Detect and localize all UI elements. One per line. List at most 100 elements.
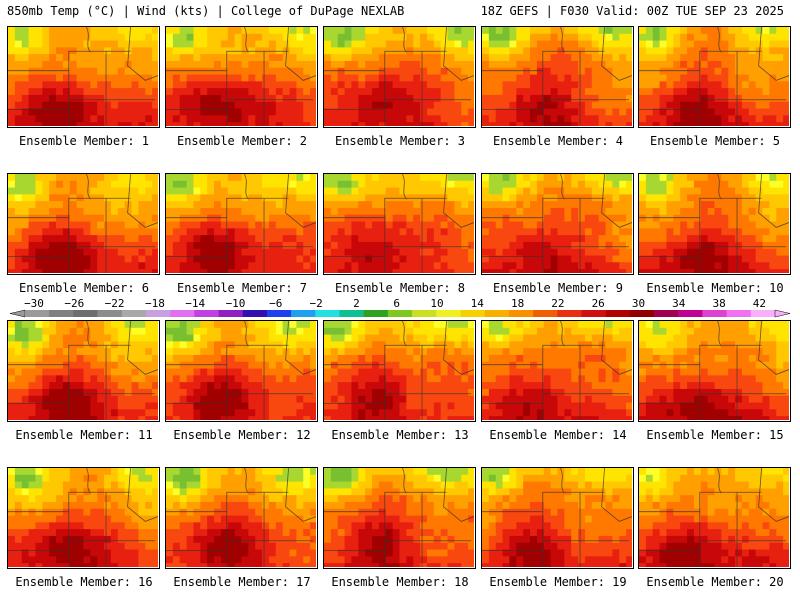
ensemble-member-map xyxy=(7,467,160,569)
temperature-field xyxy=(482,27,632,126)
colorbar-tick-label: 34 xyxy=(672,297,686,310)
colorbar-tick-label: 30 xyxy=(632,297,645,310)
ensemble-member-map xyxy=(481,467,634,569)
colorbar-segment xyxy=(363,310,389,317)
colorbar-tick-label: −18 xyxy=(145,297,165,310)
member-label: Ensemble Member: 15 xyxy=(646,428,784,442)
colorbar-segment xyxy=(339,310,365,317)
colorbar-segment xyxy=(315,310,340,317)
map-title: 850mb Temp (°C) | Wind (kts) | College o… xyxy=(7,4,405,18)
temperature-field xyxy=(8,321,158,420)
temperature-field xyxy=(166,321,316,420)
colorbar-tick-label: −22 xyxy=(105,297,125,310)
state-borders xyxy=(166,27,316,126)
colorbar-tick-label: −14 xyxy=(185,297,205,310)
colorbar-segment xyxy=(484,310,510,317)
member-label: Ensemble Member: 3 xyxy=(334,134,466,148)
temperature-field xyxy=(8,27,158,126)
colorbar-segment xyxy=(581,310,606,317)
state-borders xyxy=(324,27,474,126)
colorbar-segment xyxy=(97,310,123,317)
temperature-field xyxy=(324,468,474,567)
ensemble-member-map xyxy=(481,26,634,128)
ensemble-member-map xyxy=(638,320,791,422)
temperature-field xyxy=(639,27,789,126)
state-borders xyxy=(8,174,158,273)
colorbar-segment xyxy=(412,310,437,317)
member-label: Ensemble Member: 10 xyxy=(646,281,784,295)
member-label: Ensemble Member: 14 xyxy=(489,428,627,442)
ensemble-member-map xyxy=(165,320,318,422)
state-borders xyxy=(639,27,789,126)
colorbar-segment xyxy=(750,310,776,317)
temperature-field xyxy=(639,468,789,567)
member-label: Ensemble Member: 4 xyxy=(492,134,624,148)
member-label: Ensemble Member: 19 xyxy=(489,575,627,589)
colorbar-tick-label: 6 xyxy=(393,297,400,310)
member-label: Ensemble Member: 7 xyxy=(176,281,308,295)
member-label: Ensemble Member: 6 xyxy=(18,281,150,295)
ensemble-member-map xyxy=(638,467,791,569)
member-label: Ensemble Member: 16 xyxy=(15,575,153,589)
valid-time: 18Z GEFS | F030 Valid: 00Z TUE SEP 23 20… xyxy=(480,4,784,18)
colorbar-segment xyxy=(436,310,461,317)
ensemble-member-map xyxy=(638,26,791,128)
colorbar-segment xyxy=(460,310,485,317)
colorbar-segment xyxy=(702,310,727,317)
colorbar-tick-label: 38 xyxy=(712,297,725,310)
temperature-field xyxy=(639,174,789,273)
state-borders xyxy=(482,468,632,567)
colorbar-segment xyxy=(533,310,558,317)
colorbar-segment xyxy=(73,310,98,317)
state-borders xyxy=(324,468,474,567)
colorbar-tick-label: −6 xyxy=(269,297,282,310)
ensemble-member-map xyxy=(638,173,791,275)
state-borders xyxy=(482,321,632,420)
colorbar-tick-label: −10 xyxy=(226,297,246,310)
colorbar-tick-label: 2 xyxy=(353,297,360,310)
colorbar-high-arrow xyxy=(774,309,791,318)
state-borders xyxy=(8,321,158,420)
ensemble-member-map xyxy=(323,173,476,275)
colorbar-segment xyxy=(726,310,752,317)
ensemble-member-map xyxy=(481,320,634,422)
state-borders xyxy=(8,468,158,567)
colorbar-low-arrow xyxy=(9,309,26,318)
temperature-field xyxy=(639,321,789,420)
temperature-colorbar: −30 −26 −22 −18 −14 −10 −6 −2 2 6 10 14 18 22 26 30 34 38… xyxy=(9,297,791,318)
colorbar-segment xyxy=(678,310,703,317)
colorbar-segment xyxy=(25,310,50,317)
member-label: Ensemble Member: 9 xyxy=(492,281,624,295)
colorbar-segment xyxy=(170,310,195,317)
ensemble-member-map xyxy=(165,467,318,569)
state-borders xyxy=(324,174,474,273)
temperature-field xyxy=(482,468,632,567)
temperature-field xyxy=(166,27,316,126)
member-label: Ensemble Member: 8 xyxy=(334,281,466,295)
colorbar-tick-label: 42 xyxy=(753,297,766,310)
state-borders xyxy=(639,321,789,420)
ensemble-member-map xyxy=(165,26,318,128)
temperature-field xyxy=(166,174,316,273)
state-borders xyxy=(639,468,789,567)
colorbar-segment xyxy=(145,310,171,317)
colorbar-tick-label: 18 xyxy=(511,297,524,310)
colorbar-segment xyxy=(121,310,147,317)
colorbar-segment xyxy=(387,310,413,317)
colorbar-tick-label: 26 xyxy=(592,297,605,310)
member-label: Ensemble Member: 17 xyxy=(173,575,311,589)
state-borders xyxy=(639,174,789,273)
colorbar-segment xyxy=(654,310,679,317)
colorbar-tick-label: 22 xyxy=(551,297,564,310)
member-label: Ensemble Member: 5 xyxy=(649,134,781,148)
temperature-field xyxy=(8,468,158,567)
colorbar-segment xyxy=(605,310,631,317)
state-borders xyxy=(482,27,632,126)
colorbar-segment xyxy=(629,310,655,317)
member-label: Ensemble Member: 12 xyxy=(173,428,311,442)
ensemble-member-map xyxy=(7,26,160,128)
ensemble-member-map xyxy=(7,320,160,422)
state-borders xyxy=(166,174,316,273)
temperature-field xyxy=(166,468,316,567)
colorbar-tick-label: −30 xyxy=(24,297,44,310)
